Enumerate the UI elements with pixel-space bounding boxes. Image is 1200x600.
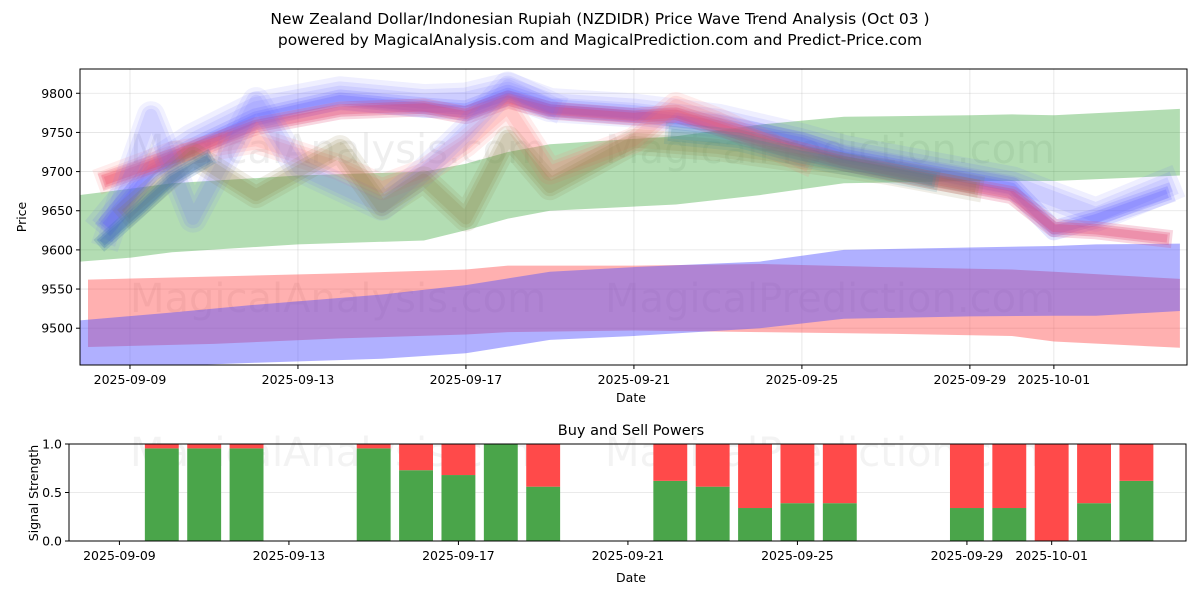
buy-bar (696, 487, 730, 541)
buy-bar (992, 508, 1026, 541)
price-y-tick-label: 9700 (41, 164, 73, 179)
buy-sell-x-tick-label: 2025-09-13 (253, 548, 326, 563)
price-x-tick-label: 2025-09-17 (430, 372, 503, 387)
price-y-tick-label: 9550 (41, 282, 73, 297)
buy-sell-x-axis-label: Date (616, 570, 646, 585)
sell-bar (823, 444, 857, 503)
sell-bar (653, 444, 687, 481)
buy-bar (484, 444, 518, 541)
price-y-tick-label: 9800 (41, 86, 73, 101)
buy-sell-x-tick-label: 2025-09-25 (761, 548, 834, 563)
price-x-tick-label: 2025-09-25 (766, 372, 839, 387)
price-x-tick-label: 2025-10-01 (1018, 372, 1091, 387)
price-x-tick-label: 2025-09-21 (598, 372, 671, 387)
buy-sell-x-ticks: 2025-09-09 2025-09-13 2025-09-17 2025-09-21… (83, 541, 1088, 563)
sell-bar (230, 444, 264, 448)
sell-bar (696, 444, 730, 487)
buy-sell-x-tick-label: 2025-10-01 (1015, 548, 1088, 563)
buy-bar (145, 448, 179, 541)
buy-bar (823, 503, 857, 541)
sell-bar (526, 444, 560, 487)
sell-bar (992, 444, 1026, 508)
buy-sell-y-tick-label: 0.0 (42, 534, 62, 549)
buy-bar (357, 448, 391, 541)
price-x-axis-label: Date (616, 390, 646, 405)
buy-bar (1077, 503, 1111, 541)
price-x-tick-label: 2025-09-09 (94, 372, 167, 387)
price-x-tick-label: 2025-09-29 (934, 372, 1007, 387)
buy-sell-y-tick-label: 0.5 (42, 485, 62, 500)
price-y-ticks: 9500 9550 9600 9650 9700 9750 9800 (41, 86, 80, 336)
sell-bar (1035, 444, 1069, 541)
price-x-ticks: 2025-09-09 2025-09-13 2025-09-17 2025-09-21… (94, 365, 1091, 387)
price-y-axis-label: Price (14, 201, 29, 232)
buy-bar (230, 448, 264, 541)
buy-sell-x-tick-label: 2025-09-17 (422, 548, 495, 563)
sell-bar (399, 444, 433, 470)
price-wave-panel: MagicalAnalysis.com MagicalPrediction.co… (14, 69, 1187, 405)
sell-bar (441, 444, 475, 475)
sell-bar (357, 444, 391, 448)
buy-bar (187, 448, 221, 541)
buy-bar (780, 503, 814, 541)
price-y-tick-label: 9500 (41, 321, 73, 336)
sell-bar (950, 444, 984, 508)
price-y-tick-label: 9600 (41, 242, 73, 257)
buy-sell-y-tick-label: 1.0 (42, 437, 62, 452)
sell-bar (1119, 444, 1153, 481)
sell-bar (187, 444, 221, 448)
buy-bar (526, 487, 560, 541)
price-y-tick-label: 9650 (41, 203, 73, 218)
buy-sell-y-axis-label: Signal Strength (26, 445, 41, 541)
buy-sell-panel: Buy and Sell Powers MagicalAnalysis.com … (26, 423, 1186, 585)
buy-bar (399, 470, 433, 541)
sell-bar (780, 444, 814, 503)
buy-bar (441, 475, 475, 541)
buy-bar (1119, 481, 1153, 541)
sell-bar (738, 444, 772, 508)
price-y-tick-label: 9750 (41, 125, 73, 140)
buy-sell-x-tick-label: 2025-09-29 (931, 548, 1004, 563)
sell-bar (1077, 444, 1111, 503)
price-x-tick-label: 2025-09-13 (262, 372, 335, 387)
sell-bar (145, 444, 179, 448)
buy-sell-x-tick-label: 2025-09-09 (83, 548, 156, 563)
buy-bar (653, 481, 687, 541)
chart-canvas: MagicalAnalysis.com MagicalPrediction.co… (0, 0, 1200, 600)
buy-bar (738, 508, 772, 541)
buy-sell-x-tick-label: 2025-09-21 (592, 548, 665, 563)
buy-sell-y-ticks: 0.0 0.5 1.0 (42, 437, 69, 549)
buy-bar (950, 508, 984, 541)
